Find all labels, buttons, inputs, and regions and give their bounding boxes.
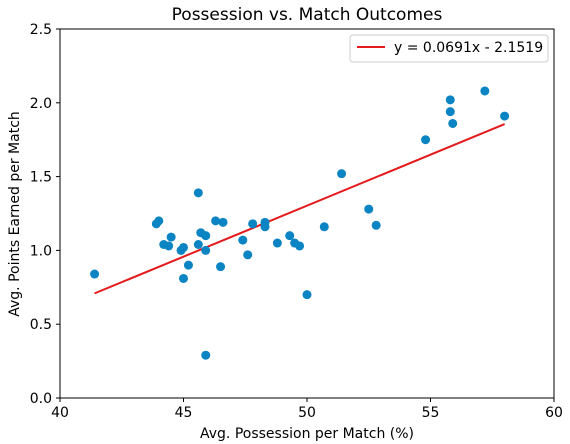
data-point (201, 245, 211, 255)
legend-fit-label: y = 0.0691x - 2.1519 (394, 40, 543, 56)
data-point (272, 238, 282, 248)
data-point (364, 204, 374, 214)
y-tick-label: 1.0 (30, 243, 52, 259)
x-tick-label: 45 (175, 405, 193, 421)
data-point (201, 350, 211, 360)
data-point (211, 216, 221, 226)
data-point (216, 262, 226, 272)
data-point (302, 290, 312, 300)
axis-ticks: 40 45 50 55 60 0.0 0.5 1.0 1.5 2.0 2.5 (30, 22, 563, 421)
data-point (421, 135, 431, 145)
x-tick-label: 60 (545, 405, 563, 421)
data-point (193, 188, 203, 198)
x-tick-label: 50 (298, 405, 316, 421)
y-tick-label: 0.0 (30, 391, 52, 407)
x-tick-label: 40 (51, 405, 69, 421)
data-point (218, 217, 228, 227)
x-tick-label: 55 (422, 405, 440, 421)
data-points (90, 86, 510, 360)
data-point (154, 216, 164, 226)
data-point (295, 241, 305, 251)
data-point (500, 111, 510, 121)
y-tick-label: 1.5 (30, 170, 52, 186)
data-point (248, 219, 258, 229)
data-point (238, 235, 248, 245)
legend: y = 0.0691x - 2.1519 (349, 34, 549, 63)
data-point (285, 231, 295, 241)
plot-area-frame (59, 28, 555, 399)
x-axis-title: Avg. Possession per Match (%) (200, 426, 414, 442)
data-point (319, 222, 329, 232)
data-point (201, 231, 211, 241)
data-point (243, 250, 253, 260)
data-point (480, 86, 490, 96)
data-point (445, 95, 455, 105)
data-point (179, 273, 188, 283)
data-point (183, 260, 193, 270)
y-tick-label: 0.5 (30, 317, 52, 333)
chart-title: Possession vs. Match Outcomes (172, 5, 443, 25)
data-point (166, 232, 176, 242)
y-tick-label: 2.0 (30, 96, 52, 112)
data-point (90, 269, 100, 279)
data-point (193, 239, 203, 249)
data-point (260, 222, 270, 232)
y-tick-label: 2.5 (30, 22, 52, 38)
data-point (179, 242, 188, 252)
data-point (337, 169, 347, 179)
legend-box (349, 34, 549, 63)
regression-line (94, 123, 505, 295)
fit-line-layer (94, 123, 505, 295)
data-point (164, 241, 174, 251)
data-point (445, 107, 455, 117)
y-axis-title: Avg. Points Earned per Match (7, 111, 23, 317)
data-point (371, 220, 381, 230)
data-point (448, 118, 458, 128)
